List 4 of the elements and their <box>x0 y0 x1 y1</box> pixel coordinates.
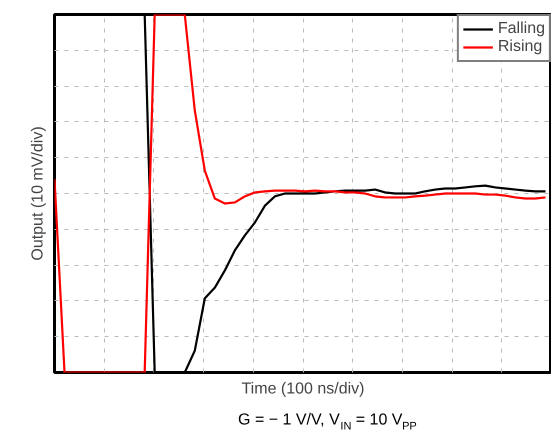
x-axis-title: Time (100 ns/div) <box>242 380 364 398</box>
y-axis-title: Output (10 mV/div) <box>30 126 46 261</box>
legend-label: Falling <box>498 20 545 38</box>
legend-label: Rising <box>498 38 542 56</box>
